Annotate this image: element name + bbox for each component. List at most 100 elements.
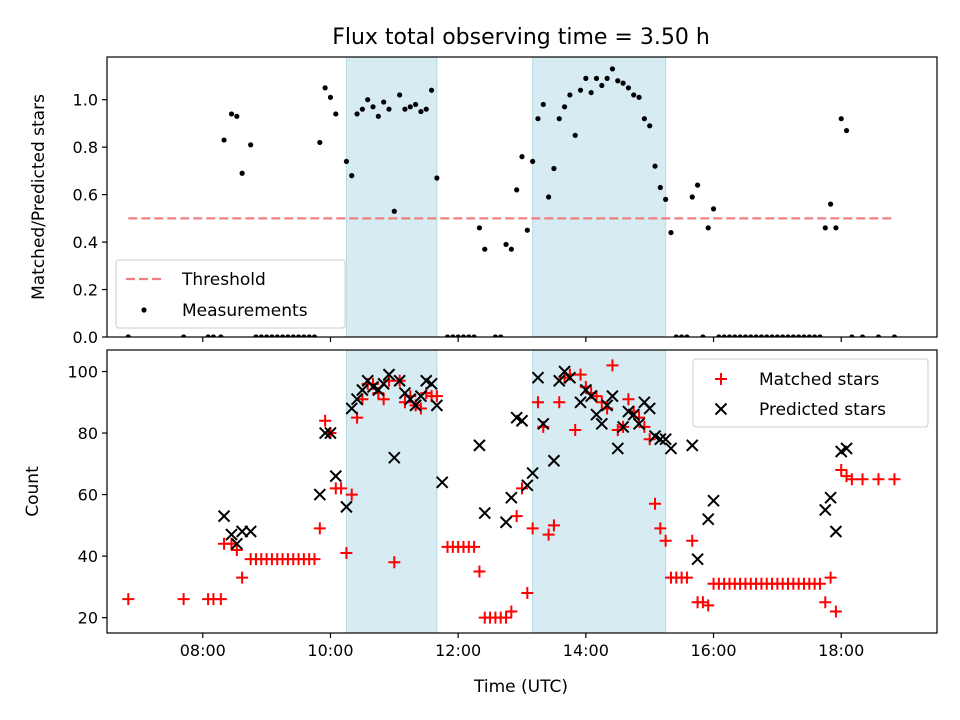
x-marker [388,451,401,464]
y-tick-label: 0.2 [73,281,98,300]
data-point [726,334,733,337]
data-point [663,196,669,202]
data-point [599,82,605,89]
x-marker [686,439,699,452]
x-marker [702,512,715,526]
plus-marker [835,463,848,476]
bottom-panel: 20 40 60 80 100 08:00 10:00 12:00 14:00 16:00 18:0… [23,349,938,660]
x-marker [377,377,390,391]
data-point [801,334,807,337]
x-marker [664,442,678,455]
legend-measurements-label: Measurements [182,301,308,321]
plus-marker [531,396,544,409]
data-point [450,334,456,337]
data-point [679,334,685,337]
x-marker [230,537,244,551]
data-point [519,154,525,160]
plus-marker [553,396,566,409]
x-marker [659,432,672,446]
plus-marker [335,482,348,495]
plot-area [125,57,898,337]
x-marker [531,371,545,384]
data-point [705,225,711,231]
plus-marker [510,510,523,523]
data-point [434,175,440,181]
data-point [572,132,578,138]
data-point [492,334,498,337]
data-point [620,80,626,86]
legend-series-label: Predicted stars [759,400,886,420]
plus-marker [473,565,486,578]
legend-measurements-swatch [141,307,147,313]
data-point [806,334,812,337]
plus-marker [345,488,358,501]
data-point [737,334,743,337]
data-point [274,334,280,337]
legend: Threshold Measurements [115,259,346,329]
x-marker [340,500,353,514]
x-marker [499,516,513,529]
data-point [817,334,823,337]
x-tick-label: 10:00 [307,641,353,660]
plus-marker [888,473,901,486]
data-point [891,334,898,337]
data-point [551,165,557,172]
x-marker [654,432,667,446]
x-marker [611,442,624,455]
data-point [641,116,647,122]
data-point [556,116,562,122]
data-point [875,334,882,337]
data-point [700,334,706,337]
data-point [615,78,621,84]
axes-frame [106,56,938,338]
plus-marker [702,599,715,612]
data-point [423,106,429,112]
data-point [742,334,749,337]
plus-marker [829,605,842,618]
data-point [428,87,435,93]
data-point [391,208,397,214]
data-point [471,334,477,337]
plus-marker [308,553,321,566]
x-marker [526,466,539,480]
data-point [258,334,264,337]
y-tick-label: 80 [78,424,98,443]
data-point [365,97,371,103]
axes-frame [106,349,938,634]
x-marker [515,414,529,427]
data-point [407,104,413,110]
data-point [790,334,796,337]
data-point [418,108,424,115]
plus-marker [236,571,249,584]
x-marker [819,503,832,517]
data-point [218,334,224,337]
x-marker [409,399,422,412]
x-marker [345,402,358,415]
data-point [833,225,839,231]
data-point [657,184,663,191]
x-tick-label: 18:00 [818,641,864,660]
data-point [234,113,240,119]
series-predicted-stars [217,365,853,566]
x-marker [244,525,257,538]
data-point [359,106,365,112]
plus-marker [547,519,560,532]
data-point [375,113,381,119]
data-point [455,334,461,337]
y-tick-label: 0.0 [73,328,98,347]
plus-marker [505,605,518,618]
x-marker [600,399,614,412]
x-marker [382,368,396,381]
data-point [264,334,270,337]
plus-marker [856,473,869,486]
data-point [322,85,328,91]
data-point [546,194,552,200]
plus-marker [633,411,646,424]
x-marker [563,371,577,384]
x-marker [324,426,337,440]
data-point [577,87,584,93]
x-marker [435,476,449,489]
data-point [524,227,530,233]
legend-box [692,358,929,428]
data-point [239,170,245,176]
